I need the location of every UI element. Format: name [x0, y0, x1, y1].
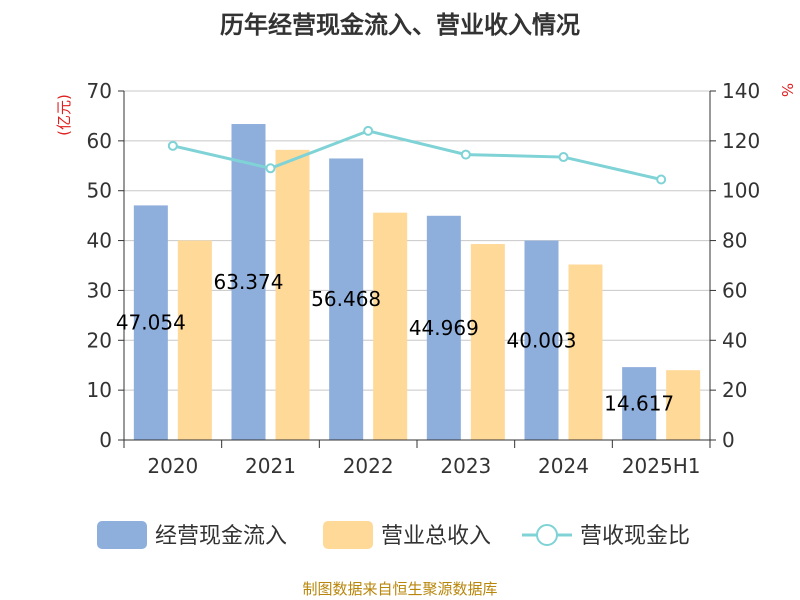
ratio-line: [167, 125, 667, 185]
ratio-point: [656, 174, 667, 185]
bar-cash-inflow: [231, 124, 266, 440]
x-tick-label: 2021: [245, 454, 296, 478]
bars: [133, 124, 701, 441]
left-axis-unit: (亿元): [55, 94, 73, 136]
right-tick-label: 20: [722, 378, 747, 402]
bar-revenue: [177, 240, 212, 440]
ratio-point: [558, 152, 569, 163]
x-tick-label: 2023: [440, 454, 491, 478]
x-tick-label: 2020: [147, 454, 198, 478]
right-tick-label: 0: [722, 428, 735, 452]
ratio-point: [460, 149, 471, 160]
grid-lines: [124, 90, 710, 391]
legend-marker: [536, 524, 558, 546]
ratio-point: [265, 163, 276, 174]
data-label: 44.969: [409, 316, 479, 340]
right-tick-label: 60: [722, 278, 747, 302]
right-tick-label: 100: [722, 179, 760, 203]
x-tick-label: 2022: [343, 454, 394, 478]
bar-revenue: [373, 212, 408, 440]
bar-cash-inflow: [524, 240, 559, 440]
left-tick-label: 60: [87, 129, 112, 153]
source-note: 制图数据来自恒生聚源数据库: [302, 580, 497, 598]
left-tick-label: 40: [87, 229, 112, 253]
right-tick-label: 120: [722, 129, 760, 153]
bar-revenue: [470, 244, 505, 440]
legend: 经营现金流入 营业总收入 营收现金比: [97, 521, 690, 549]
bar-cash-inflow: [426, 215, 461, 440]
right-axis-unit: %: [778, 83, 796, 97]
left-tick-label: 30: [87, 278, 112, 302]
bar-cash-inflow: [329, 158, 364, 441]
chart-title: 历年经营现金流入、营业收入情况: [220, 11, 580, 39]
ratio-polyline: [172, 129, 662, 181]
right-tick-label: 80: [722, 229, 747, 253]
data-label: 63.374: [214, 270, 284, 294]
left-tick-label: 0: [99, 428, 112, 452]
left-tick-label: 70: [87, 79, 112, 103]
x-tick-label: 2025H1: [622, 454, 701, 478]
bar-revenue: [275, 149, 310, 440]
legend-label: 营业总收入: [381, 524, 491, 549]
x-tick-label: 2024: [538, 454, 589, 478]
ratio-point: [167, 140, 178, 151]
left-tick-label: 10: [87, 378, 112, 402]
legend-label: 营收现金比: [580, 524, 690, 549]
bar-cash-inflow: [622, 367, 657, 440]
left-tick-label: 20: [87, 328, 112, 352]
legend-swatch: [323, 521, 373, 549]
axes: 0 10 20 30 40 50 60 70 0 20 40 60 80 100 120 140 2020 202…: [87, 79, 761, 478]
data-label: 56.468: [311, 287, 381, 311]
bar-revenue: [666, 370, 701, 440]
bar-revenue: [568, 264, 603, 440]
left-tick-label: 50: [87, 179, 112, 203]
bar-cash-inflow: [133, 205, 168, 440]
ratio-point: [363, 125, 374, 136]
data-label: 47.054: [116, 311, 186, 335]
data-label: 40.003: [507, 328, 577, 352]
data-labels: 47.054 63.374 56.468 44.969 40.003 14.617: [116, 270, 674, 416]
legend-label: 经营现金流入: [155, 524, 287, 549]
right-tick-label: 140: [722, 79, 760, 103]
data-label: 14.617: [604, 392, 674, 416]
legend-swatch: [97, 521, 147, 549]
right-tick-label: 40: [722, 328, 747, 352]
